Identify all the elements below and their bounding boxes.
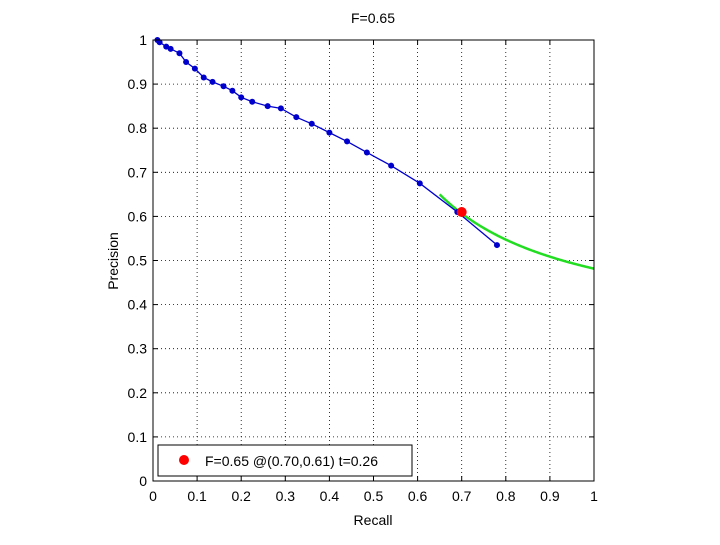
pr-point [344,138,351,145]
pr-point [220,83,227,90]
best-f-point [456,206,467,217]
x-tick-label: 0.4 [320,488,340,504]
best-point-layer [456,206,467,217]
x-tick-label: 0.3 [276,488,296,504]
pr-point [200,74,207,81]
y-tick-label: 0.8 [128,120,148,136]
pr-point [238,94,245,101]
pr-point [493,242,500,249]
legend: F=0.65 @(0.70,0.61) t=0.26 [157,444,413,477]
legend-marker [179,455,189,465]
x-tick-label: 0.9 [540,488,560,504]
pr-point [191,65,198,72]
y-axis-label: Precision [105,232,121,290]
pr-point [183,59,190,66]
x-tick-label: 0.6 [408,488,428,504]
y-tick-label: 1 [139,32,147,48]
y-tick-label: 0.4 [128,297,148,313]
y-tick-label: 0.7 [128,164,148,180]
x-tick-labels: 0 0.1 0.2 0.3 0.4 0.5 0.6 0.7 0.8 0.9 1 [149,488,598,504]
pr-point [249,98,256,105]
x-tick-label: 0.1 [187,488,207,504]
legend-box [157,444,413,477]
pr-point [308,120,315,127]
pr-point [156,39,163,46]
x-tick-label: 0.7 [452,488,472,504]
pr-point [363,149,370,156]
x-tick-label: 0 [149,488,157,504]
x-tick-label: 0.5 [364,488,384,504]
pr-point [326,129,333,136]
pr-point [277,105,284,112]
pr-point [293,114,300,121]
legend-label: F=0.65 @(0.70,0.61) t=0.26 [205,453,378,469]
pr-point [388,162,395,169]
x-tick-label: 0.2 [231,488,251,504]
pr-point [229,87,236,94]
x-tick-label: 1 [590,488,598,504]
y-tick-label: 0.1 [128,429,148,445]
x-axis-label: Recall [354,512,393,528]
pr-point [167,45,174,52]
grid [153,40,594,481]
y-tick-label: 0.2 [128,385,148,401]
y-tick-label: 0 [139,473,147,489]
y-tick-label: 0.6 [128,208,148,224]
iso-f-curve [438,193,595,270]
y-tick-labels: 0 0.1 0.2 0.3 0.4 0.5 0.6 0.7 0.8 0.9 1 [128,32,148,489]
pr-point [209,78,216,85]
chart-title: F=0.65 [351,10,395,26]
iso-f-curve-path [438,193,595,270]
y-tick-label: 0.5 [128,253,148,269]
ticks [152,39,595,482]
pr-point [176,50,183,57]
pr-point [264,103,271,110]
x-tick-label: 0.8 [496,488,516,504]
y-tick-label: 0.3 [128,341,148,357]
pr-point [416,180,423,187]
y-tick-label: 0.9 [128,76,148,92]
